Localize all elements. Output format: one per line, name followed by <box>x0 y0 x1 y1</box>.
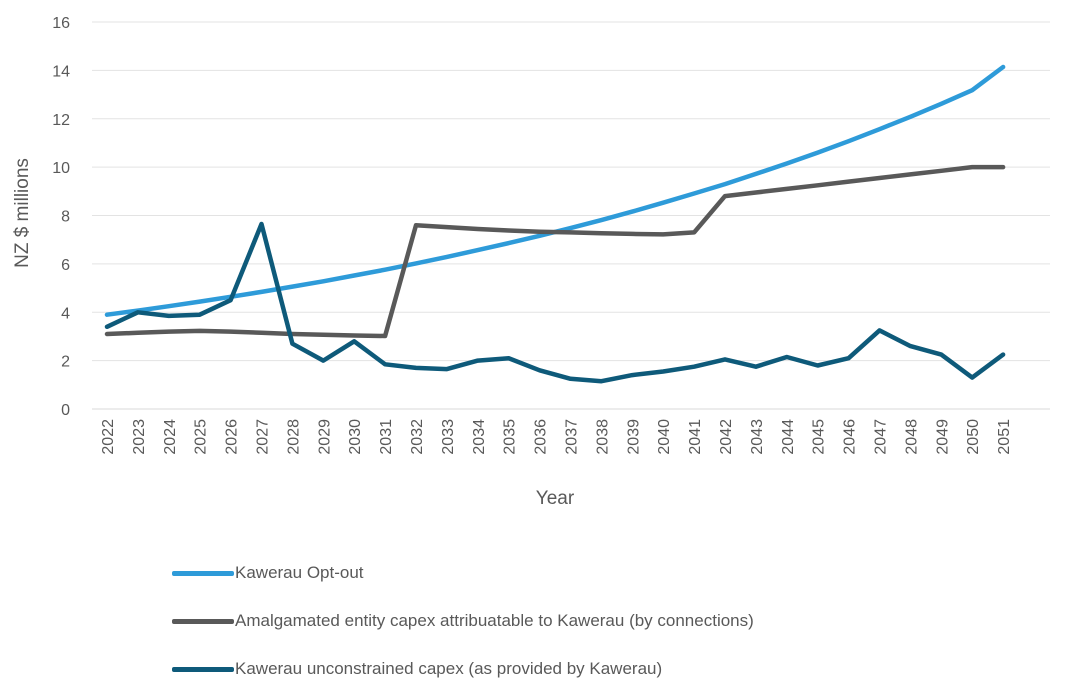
x-tick-label: 2026 <box>224 419 241 455</box>
x-tick-label: 2034 <box>471 419 488 455</box>
x-tick-label: 2024 <box>162 419 179 455</box>
legend-item-kawerau-unconstrained-capex: Kawerau unconstrained capex (as provided… <box>172 651 754 687</box>
x-axis-title: Year <box>536 488 575 509</box>
x-tick-label: 2050 <box>965 419 982 455</box>
x-tick-label: 2046 <box>842 419 859 455</box>
series-line-amalgamated-entity-capex <box>104 164 1006 339</box>
x-tick-label: 2036 <box>533 419 550 455</box>
y-tick-label: 12 <box>52 112 70 129</box>
x-tick-label: 2045 <box>811 419 828 455</box>
legend-label: Kawerau unconstrained capex (as provided… <box>235 659 663 678</box>
x-tick-label: 2032 <box>409 419 426 455</box>
y-tick-label: 4 <box>61 305 70 322</box>
y-axis-ticks: 0 2 4 6 8 10 12 14 16 <box>52 15 70 419</box>
y-tick-label: 6 <box>61 257 70 274</box>
series-lines <box>104 64 1006 384</box>
x-tick-label: 2029 <box>316 419 333 455</box>
x-tick-label: 2037 <box>564 419 581 455</box>
x-tick-label: 2047 <box>873 419 890 455</box>
legend-item-kawerau-opt-out: Kawerau Opt-out <box>172 555 754 591</box>
series-line-kawerau-unconstrained-capex <box>104 221 1006 384</box>
x-tick-label: 2033 <box>440 419 457 455</box>
x-tick-label: 2028 <box>285 419 302 455</box>
x-tick-label: 2040 <box>656 419 673 455</box>
x-tick-label: 2048 <box>903 419 920 455</box>
legend-label: Amalgamated entity capex attribuatable t… <box>235 611 754 630</box>
x-tick-label: 2049 <box>934 419 951 455</box>
legend-swatch-kawerau-opt-out <box>172 570 234 576</box>
x-tick-label: 2025 <box>193 419 210 455</box>
legend: Kawerau Opt-out Amalgamated entity capex… <box>172 555 754 699</box>
y-axis-title: NZ $ millions <box>12 158 33 268</box>
legend-label: Kawerau Opt-out <box>235 563 364 582</box>
x-tick-label: 2051 <box>996 419 1013 455</box>
x-tick-label: 2022 <box>100 419 117 455</box>
x-tick-label: 2023 <box>131 419 148 455</box>
x-tick-label: 2038 <box>594 419 611 455</box>
legend-item-amalgamated-entity-capex: Amalgamated entity capex attribuatable t… <box>172 603 754 639</box>
y-tick-label: 8 <box>61 209 70 226</box>
x-tick-label: 2044 <box>780 419 797 455</box>
gridlines <box>92 21 1050 362</box>
x-axis-ticks: 2022 2023 2024 2025 2026 2027 2028 2029 2030 2031… <box>100 419 1013 455</box>
x-tick-label: 2030 <box>347 419 364 455</box>
x-tick-label: 2027 <box>255 419 272 455</box>
x-tick-label: 2031 <box>378 419 395 455</box>
x-tick-label: 2039 <box>625 419 642 455</box>
y-tick-label: 10 <box>52 160 70 177</box>
y-tick-label: 16 <box>52 15 70 32</box>
x-tick-label: 2043 <box>749 419 766 455</box>
x-tick-label: 2041 <box>687 419 704 455</box>
legend-swatch-kawerau-unconstrained-capex <box>172 666 234 672</box>
y-tick-label: 2 <box>61 354 70 371</box>
x-tick-label: 2042 <box>718 419 735 455</box>
y-tick-label: 14 <box>52 63 70 80</box>
legend-swatch-amalgamated-entity-capex <box>172 618 234 624</box>
x-tick-label: 2035 <box>502 419 519 455</box>
y-tick-label: 0 <box>61 402 70 419</box>
